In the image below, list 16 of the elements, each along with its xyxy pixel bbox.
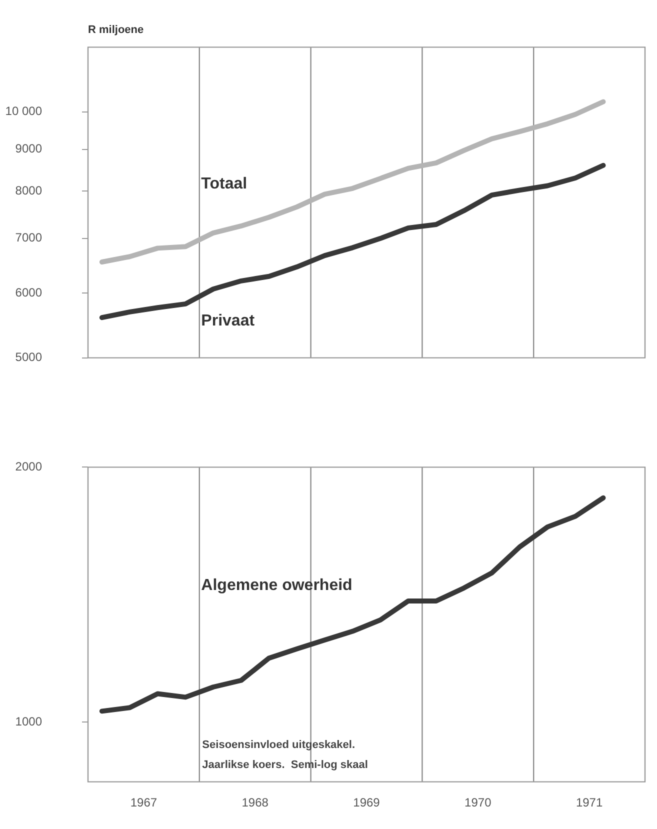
series-label: Privaat xyxy=(201,312,256,330)
y-tick-label: 7000 xyxy=(15,230,42,245)
x-tick-label: 1967 xyxy=(130,795,158,810)
x-tick-label: 1969 xyxy=(353,795,380,810)
x-tick-label: 1968 xyxy=(242,795,269,810)
series-label: Totaal xyxy=(201,175,248,192)
x-tick-label: 1970 xyxy=(464,795,492,810)
y-tick-label: 6000 xyxy=(15,285,42,300)
y-tick-label: 1000 xyxy=(15,714,42,728)
y-tick-label: 9000 xyxy=(15,142,42,156)
y-axis-title: R miljoene xyxy=(88,24,144,36)
y-tick-label: 8000 xyxy=(15,183,42,198)
x-tick-label: 1971 xyxy=(576,795,603,810)
y-tick-label: 5000 xyxy=(15,350,42,364)
y-tick-label: 2000 xyxy=(15,460,42,474)
y-tick-label: 10 000 xyxy=(5,104,42,118)
